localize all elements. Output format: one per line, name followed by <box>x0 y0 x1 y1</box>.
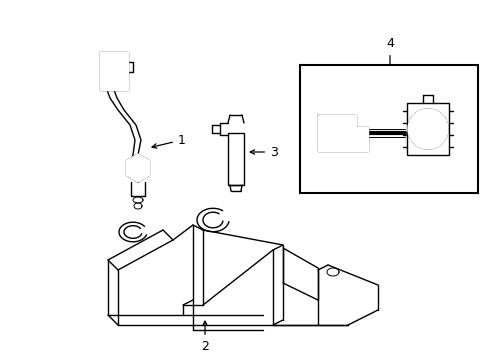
Polygon shape <box>407 109 447 149</box>
Text: 2: 2 <box>201 321 208 353</box>
Polygon shape <box>100 52 128 90</box>
Bar <box>227 133 244 185</box>
Text: 1: 1 <box>152 134 185 148</box>
Bar <box>406 103 448 155</box>
Polygon shape <box>125 154 150 182</box>
Text: 4: 4 <box>385 37 393 65</box>
Bar <box>299 65 477 193</box>
Text: 3: 3 <box>250 145 277 158</box>
Polygon shape <box>317 115 367 151</box>
